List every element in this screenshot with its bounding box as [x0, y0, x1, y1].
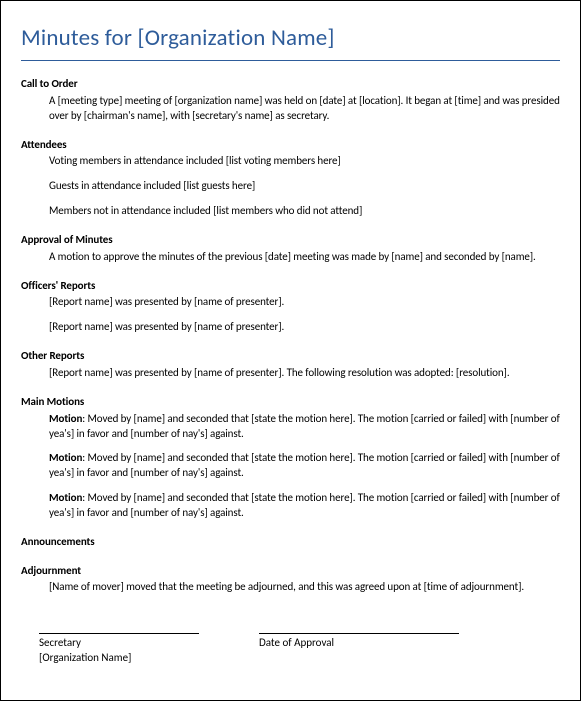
heading-approval: Approval of Minutes — [21, 233, 560, 248]
motion-label-1: Motion — [49, 412, 82, 425]
section-officers-reports: Officers' Reports [Report name] was pres… — [21, 279, 560, 336]
signature-approval: Date of Approval — [259, 633, 459, 666]
heading-other-reports: Other Reports — [21, 349, 560, 364]
officers-report-2: [Report name] was presented by [name of … — [49, 320, 560, 335]
section-announcements: Announcements — [21, 535, 560, 550]
heading-adjournment: Adjournment — [21, 564, 560, 579]
heading-attendees: Attendees — [21, 138, 560, 153]
signature-line-approval — [259, 633, 459, 634]
section-approval: Approval of Minutes A motion to approve … — [21, 233, 560, 265]
officers-report-1: [Report name] was presented by [name of … — [49, 295, 560, 310]
section-call-to-order: Call to Order A [meeting type] meeting o… — [21, 77, 560, 124]
section-adjournment: Adjournment [Name of mover] moved that t… — [21, 564, 560, 596]
signature-label-approval: Date of Approval — [259, 636, 459, 651]
attendees-guests: Guests in attendance included [list gues… — [49, 179, 560, 194]
heading-officers-reports: Officers' Reports — [21, 279, 560, 294]
attendees-voting: Voting members in attendance included [l… — [49, 154, 560, 169]
signature-line-secretary — [39, 633, 199, 634]
motion-1: Motion: Moved by [name] and seconded tha… — [49, 412, 560, 442]
motion-label-2: Motion — [49, 451, 82, 464]
section-attendees: Attendees Voting members in attendance i… — [21, 138, 560, 219]
signature-secretary: Secretary [Organization Name] — [39, 633, 199, 666]
heading-call-to-order: Call to Order — [21, 77, 560, 92]
signature-label-secretary: Secretary — [39, 636, 199, 651]
motion-2: Motion: Moved by [name] and seconded tha… — [49, 451, 560, 481]
motion-text-1: : Moved by [name] and seconded that [sta… — [49, 412, 560, 440]
motion-3: Motion: Moved by [name] and seconded tha… — [49, 491, 560, 521]
body-call-to-order: A [meeting type] meeting of [organizatio… — [49, 94, 560, 124]
signature-row: Secretary [Organization Name] Date of Ap… — [21, 633, 560, 666]
attendees-absent: Members not in attendance included [list… — [49, 204, 560, 219]
motion-label-3: Motion — [49, 491, 82, 504]
motion-text-2: : Moved by [name] and seconded that [sta… — [49, 451, 560, 479]
section-other-reports: Other Reports [Report name] was presente… — [21, 349, 560, 381]
motion-text-3: : Moved by [name] and seconded that [sta… — [49, 491, 560, 519]
signature-org: [Organization Name] — [39, 651, 199, 666]
heading-main-motions: Main Motions — [21, 395, 560, 410]
body-other-reports: [Report name] was presented by [name of … — [49, 366, 560, 381]
body-approval: A motion to approve the minutes of the p… — [49, 250, 560, 265]
section-main-motions: Main Motions Motion: Moved by [name] and… — [21, 395, 560, 521]
body-adjournment: [Name of mover] moved that the meeting b… — [49, 580, 560, 595]
heading-announcements: Announcements — [21, 535, 560, 550]
document-title: Minutes for [Organization Name] — [21, 23, 560, 61]
